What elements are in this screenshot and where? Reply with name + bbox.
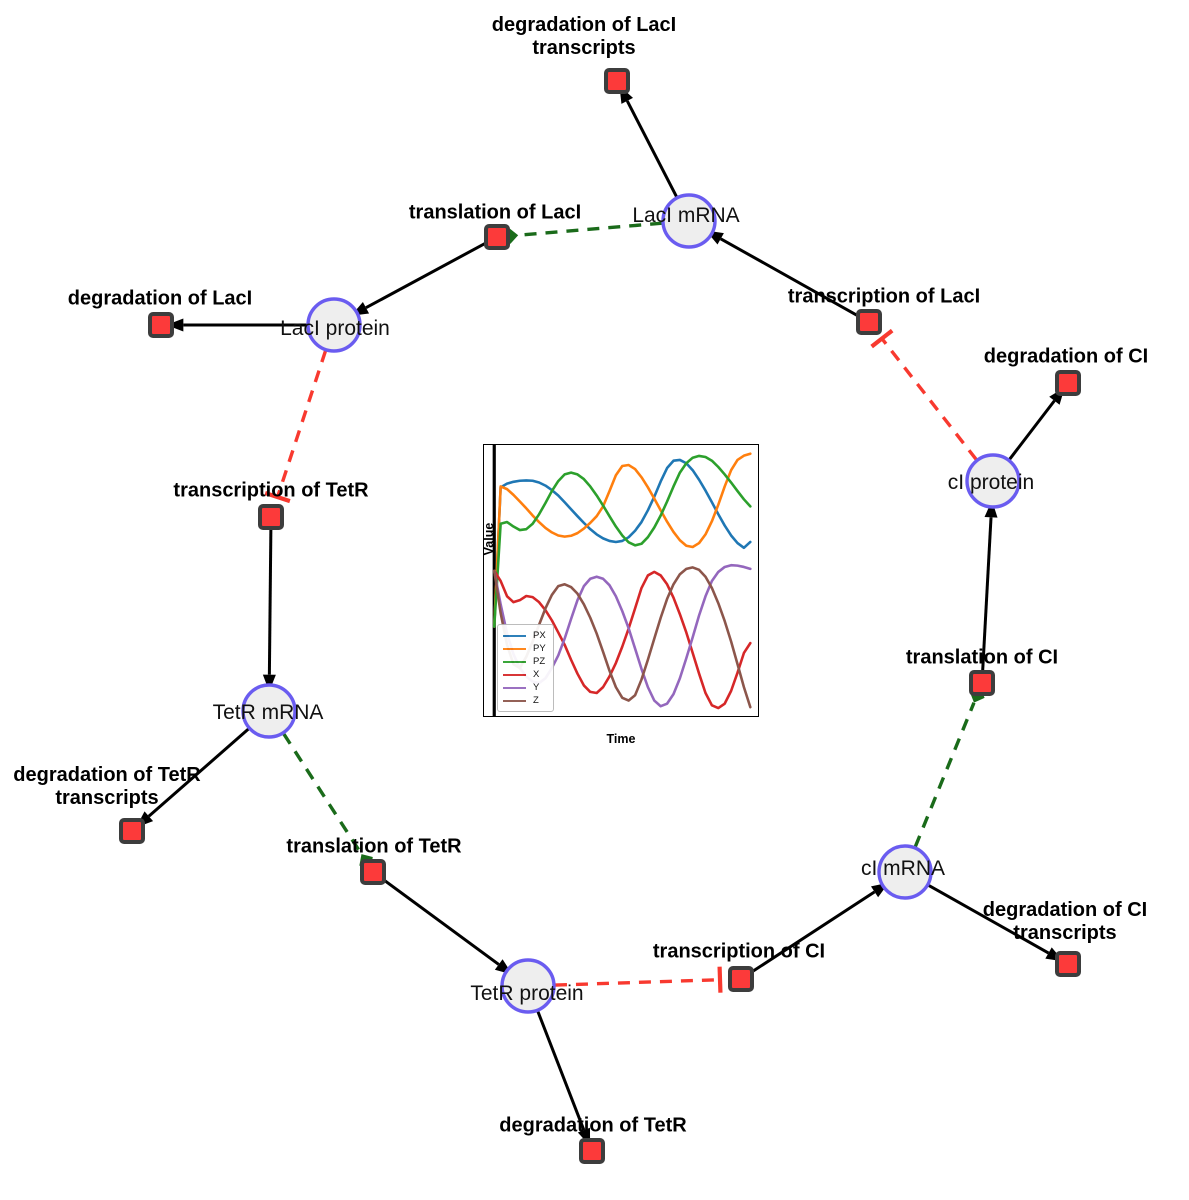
series-X bbox=[492, 569, 752, 710]
reaction-node-deg_tetr[interactable] bbox=[579, 1138, 605, 1164]
reaction-label-translation_laci: translation of LacI bbox=[408, 201, 582, 224]
reaction-node-deg_ci[interactable] bbox=[1055, 370, 1081, 396]
edge-flow bbox=[981, 500, 998, 671]
x-axis-label: Time bbox=[606, 732, 636, 746]
reaction-label-translation_ci: translation of CI bbox=[905, 646, 1059, 669]
edge-flow bbox=[619, 85, 678, 198]
edge-inhibition bbox=[264, 350, 328, 504]
species-node-laci_protein[interactable] bbox=[306, 297, 362, 353]
legend-label-Y: Y bbox=[533, 682, 540, 693]
edge-flow bbox=[166, 318, 307, 332]
reaction-label-deg_laci_transcripts: degradation of LacI transcripts bbox=[491, 14, 677, 59]
x-tickmark-2 bbox=[623, 716, 624, 717]
arrowhead bbox=[262, 674, 276, 692]
species-label-tetr_protein: TetR protein bbox=[470, 982, 584, 1005]
series-PZ bbox=[492, 454, 752, 628]
arrowhead bbox=[166, 318, 184, 332]
x-tickmark-3 bbox=[687, 716, 688, 717]
arrowhead bbox=[984, 500, 998, 518]
series-PY bbox=[492, 452, 752, 628]
plot-legend: PX PY PZ X Y Z bbox=[497, 624, 554, 712]
edge-flow bbox=[351, 241, 487, 316]
species-label-tetr_mrna: TetR mRNA bbox=[212, 701, 324, 724]
legend-row-PY: PY bbox=[503, 642, 546, 655]
reaction-label-transcription_tetr: transcription of TetR bbox=[173, 479, 369, 502]
y-tickmark-1 bbox=[483, 657, 484, 658]
reaction-node-translation_laci[interactable] bbox=[484, 224, 510, 250]
inhibition-bar bbox=[870, 328, 894, 349]
reaction-label-transcription_laci: transcription of LacI bbox=[787, 285, 981, 308]
species-node-tetr_mrna[interactable] bbox=[241, 683, 297, 739]
legend-row-Y: Y bbox=[503, 681, 546, 694]
edge-flow bbox=[382, 878, 513, 975]
legend-label-Z: Z bbox=[533, 695, 539, 706]
legend-row-Z: Z bbox=[503, 694, 546, 707]
plot-curves bbox=[492, 445, 752, 716]
reaction-node-transcription_ci[interactable] bbox=[728, 966, 754, 992]
species-label-laci_protein: LacI protein bbox=[280, 317, 390, 340]
species-label-laci_mrna: LacI mRNA bbox=[632, 204, 740, 227]
reaction-label-deg_ci_transcripts: degradation of CI transcripts bbox=[982, 899, 1148, 944]
y-tickmark-4 bbox=[483, 474, 484, 475]
legend-row-PX: PX bbox=[503, 629, 546, 642]
legend-row-X: X bbox=[503, 668, 546, 681]
reaction-label-deg_laci: degradation of LacI bbox=[67, 287, 253, 310]
reaction-node-deg_laci_transcripts[interactable] bbox=[604, 68, 630, 94]
legend-swatch-PZ bbox=[503, 660, 526, 663]
reaction-label-deg_ci: degradation of CI bbox=[983, 345, 1149, 368]
legend-label-PX: PX bbox=[533, 630, 546, 641]
legend-swatch-Z bbox=[503, 699, 526, 702]
species-node-ci_mrna[interactable] bbox=[877, 844, 933, 900]
reaction-node-deg_laci[interactable] bbox=[148, 312, 174, 338]
x-tickmark-0 bbox=[494, 716, 495, 717]
legend-label-PZ: PZ bbox=[533, 656, 546, 667]
series-PX bbox=[492, 458, 752, 628]
x-tickmark-4 bbox=[752, 716, 753, 717]
reaction-node-deg_tetr_transcripts[interactable] bbox=[119, 818, 145, 844]
reaction-node-transcription_laci[interactable] bbox=[856, 309, 882, 335]
x-tickmark-1 bbox=[558, 716, 559, 717]
inhibition-bar bbox=[264, 490, 291, 504]
legend-swatch-PY bbox=[503, 647, 526, 650]
reaction-node-transcription_tetr[interactable] bbox=[258, 504, 284, 530]
reaction-label-transcription_ci: transcription of CI bbox=[652, 940, 826, 963]
reaction-label-deg_tetr: degradation of TetR bbox=[499, 1114, 687, 1137]
edge-activation bbox=[913, 686, 985, 848]
species-node-ci_protein[interactable] bbox=[965, 453, 1021, 509]
legend-label-X: X bbox=[533, 669, 540, 680]
legend-row-PZ: PZ bbox=[503, 655, 546, 668]
reaction-label-deg_tetr_transcripts: degradation of TetR transcripts bbox=[13, 764, 201, 809]
reaction-node-translation_ci[interactable] bbox=[969, 670, 995, 696]
edge-inhibition bbox=[870, 328, 978, 461]
reaction-node-deg_ci_transcripts[interactable] bbox=[1055, 951, 1081, 977]
species-label-ci_mrna: cI mRNA bbox=[861, 857, 945, 880]
edge-inhibition bbox=[554, 966, 723, 993]
edge-flow bbox=[262, 529, 276, 692]
y-tickmark-2 bbox=[483, 596, 484, 597]
timecourse-plot-inset: 10⁻¹10⁰10¹10²10³ 050100150200 PXPYPZXYZ … bbox=[466, 436, 768, 750]
y-axis-label: Value bbox=[482, 522, 496, 556]
legend-label-PY: PY bbox=[533, 643, 546, 654]
species-node-laci_mrna[interactable] bbox=[661, 193, 717, 249]
reaction-node-translation_tetr[interactable] bbox=[360, 859, 386, 885]
species-label-ci_protein: cI protein bbox=[947, 471, 1035, 494]
legend-swatch-PX bbox=[503, 634, 526, 637]
edge-flow bbox=[1008, 387, 1065, 461]
inhibition-bar bbox=[717, 966, 723, 993]
species-node-tetr_protein[interactable] bbox=[500, 958, 556, 1014]
reaction-label-translation_tetr: translation of TetR bbox=[286, 835, 462, 858]
legend-swatch-X bbox=[503, 673, 526, 676]
legend-swatch-Y bbox=[503, 686, 526, 689]
